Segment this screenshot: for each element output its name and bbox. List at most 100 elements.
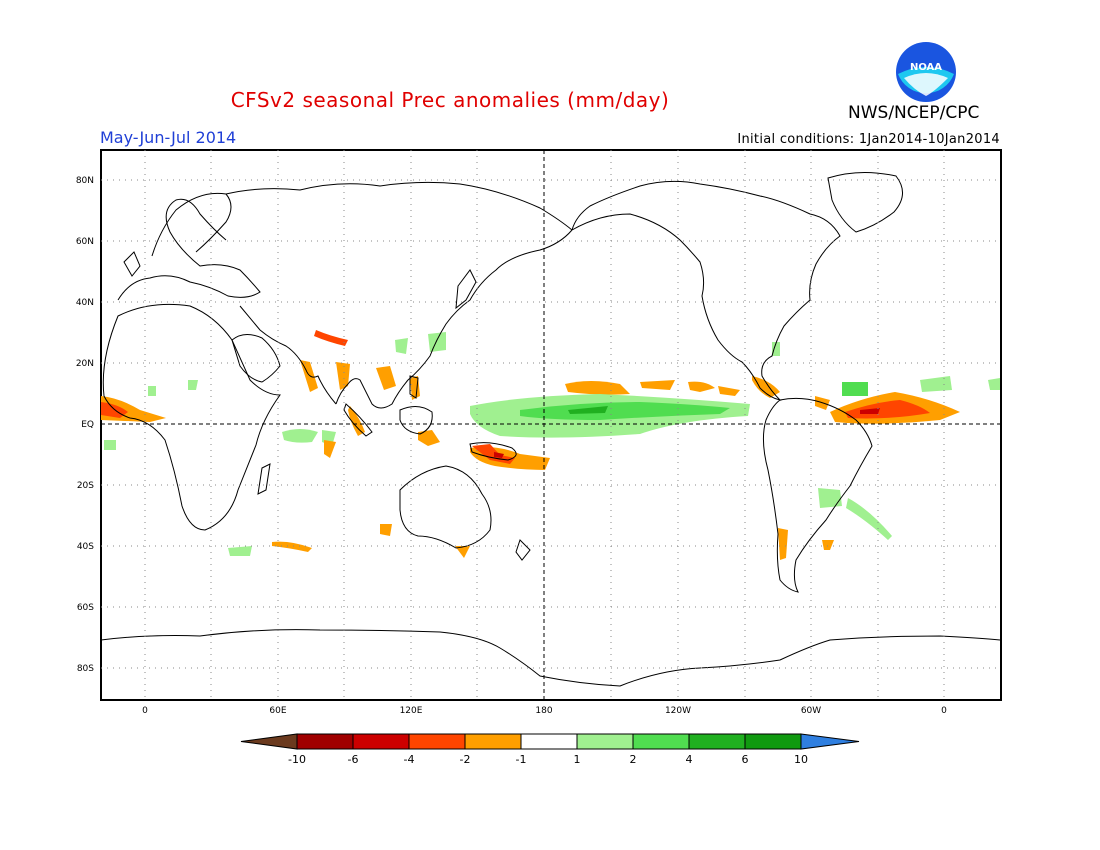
coast-uk bbox=[123, 251, 141, 277]
colorbar-label: 2 bbox=[630, 753, 637, 766]
colorbar-label: 1 bbox=[574, 753, 581, 766]
coast-sumatra bbox=[343, 403, 373, 437]
coast-borneo bbox=[399, 406, 433, 435]
initial-conditions-label: Initial conditions: 1Jan2014-10Jan2014 bbox=[737, 132, 1000, 147]
anomaly-patch-north-atlantic-green-2 bbox=[988, 378, 1000, 390]
anomaly-patch-south-australia-2 bbox=[455, 546, 470, 558]
lat-tick-label: 20S bbox=[77, 481, 94, 491]
colorbar-label: -6 bbox=[348, 753, 359, 766]
anomaly-patch-gulf-guinea-green bbox=[104, 440, 116, 450]
anomaly-patch-caribbean-green bbox=[772, 342, 780, 356]
colorbar-segment bbox=[296, 733, 354, 750]
lat-tick-label: 60S bbox=[77, 603, 94, 613]
lat-tick-label: 20N bbox=[76, 359, 94, 369]
anomaly-patch-south-atlantic-green bbox=[846, 498, 892, 540]
coast-north-america bbox=[571, 180, 841, 401]
coast-philippines bbox=[409, 375, 419, 399]
anomaly-patch-pacific-north-2 bbox=[640, 380, 675, 390]
coastlines bbox=[100, 171, 1001, 687]
colorbar-label: -10 bbox=[288, 753, 306, 766]
coast-new-zealand bbox=[515, 539, 531, 561]
colorbar-arrow-low bbox=[240, 733, 298, 750]
lon-tick-label: 120E bbox=[400, 706, 423, 716]
anomaly-patch-indochina bbox=[376, 366, 396, 390]
anomaly-patch-sumatra bbox=[348, 406, 365, 436]
anomaly-patch-south-america-green bbox=[818, 488, 842, 508]
colorbar-label: -2 bbox=[460, 753, 471, 766]
anomaly-patch-tropical-atlantic-peak bbox=[860, 408, 880, 414]
colorbar-segment bbox=[408, 733, 466, 750]
colorbar-label: -4 bbox=[404, 753, 415, 766]
coast-africa bbox=[102, 303, 281, 531]
colorbar-segment bbox=[632, 733, 690, 750]
anomaly-patch-pacific-green-core bbox=[568, 406, 608, 414]
anomaly-patch-chile bbox=[778, 528, 788, 560]
anomaly-patch-west-africa-green bbox=[920, 376, 952, 392]
anomaly-patch-south-australia bbox=[380, 524, 392, 536]
noaa-logo-text: NOAA bbox=[910, 62, 942, 73]
lat-tick-label: EQ bbox=[81, 420, 94, 430]
anomaly-patch-pacific-north-1 bbox=[565, 381, 630, 395]
colorbar-segment bbox=[576, 733, 634, 750]
lon-tick-label: 60E bbox=[269, 706, 286, 716]
lon-tick-label: 60W bbox=[801, 706, 821, 716]
colorbar-segment bbox=[464, 733, 522, 750]
anomaly-patch-new-guinea-peak bbox=[494, 452, 504, 458]
anomaly-patch-himalaya bbox=[314, 330, 348, 346]
anomaly-patch-bay-of-bengal bbox=[336, 362, 350, 390]
anomaly-patch-new-guinea-core bbox=[472, 444, 515, 464]
anomaly-patch-pacific-green-mid bbox=[520, 402, 730, 420]
colorbar-segment bbox=[688, 733, 746, 750]
coast-india bbox=[239, 305, 337, 405]
colorbar-arrow-high bbox=[800, 733, 860, 750]
anomaly-patch-north-atlantic-green bbox=[842, 382, 868, 396]
anomaly-patch-north-africa-green bbox=[188, 380, 198, 390]
lon-tick-label: 120W bbox=[665, 706, 691, 716]
anomaly-patch-south-africa-green bbox=[228, 546, 252, 556]
season-label: May-Jun-Jul 2014 bbox=[100, 128, 237, 147]
anomaly-patch-sahel-green bbox=[148, 386, 156, 396]
coast-new-guinea bbox=[469, 442, 517, 461]
colorbar: -10 -6 -4 -2 -1 1 2 4 6 10 bbox=[240, 733, 860, 766]
gridlines bbox=[101, 150, 1001, 700]
coast-japan bbox=[455, 269, 477, 310]
noaa-logo: NOAA bbox=[896, 42, 956, 102]
coast-greenland bbox=[827, 171, 903, 233]
colorbar-label: 10 bbox=[794, 753, 808, 766]
lon-tick-label: 180 bbox=[535, 706, 552, 716]
colorbar-label: 6 bbox=[742, 753, 749, 766]
coast-south-america bbox=[762, 397, 873, 593]
lon-ticks: 0 60E 120E 180 120W 60W 0 bbox=[142, 706, 947, 716]
colorbar-label: -1 bbox=[516, 753, 527, 766]
lat-tick-label: 40S bbox=[77, 542, 94, 552]
anomaly-patch-south-indian bbox=[272, 541, 312, 552]
lat-tick-label: 80S bbox=[77, 664, 94, 674]
colorbar-segment bbox=[744, 733, 802, 750]
coast-asia-north bbox=[225, 181, 573, 231]
map-title: CFSv2 seasonal Prec anomalies (mm/day) bbox=[230, 88, 670, 112]
colorbar-label: 4 bbox=[686, 753, 693, 766]
coast-australia bbox=[399, 465, 492, 549]
colorbar-segment bbox=[352, 733, 410, 750]
coast-antarctica bbox=[100, 629, 1001, 687]
anomaly-patch-borneo bbox=[418, 430, 440, 446]
anomaly-patch-pacific-north-4 bbox=[718, 386, 740, 396]
anomaly-patches bbox=[101, 330, 1000, 560]
lat-tick-label: 80N bbox=[76, 176, 94, 186]
anomaly-patch-south-atlantic-orange bbox=[822, 540, 834, 550]
lon-tick-label: 0 bbox=[941, 706, 947, 716]
coast-europe bbox=[117, 198, 261, 301]
colorbar-segment bbox=[520, 733, 578, 750]
agency-label: NWS/NCEP/CPC bbox=[848, 103, 980, 123]
anomaly-patch-indian-ocean-orange bbox=[324, 440, 336, 458]
anomaly-patch-east-china bbox=[395, 338, 408, 354]
coast-arabia bbox=[231, 334, 281, 383]
lon-tick-label: 0 bbox=[142, 706, 148, 716]
anomaly-patch-indian-ocean-green bbox=[282, 429, 318, 443]
anomaly-patch-east-china-2 bbox=[428, 332, 446, 352]
coast-asia-east bbox=[335, 229, 573, 409]
lat-tick-label: 60N bbox=[76, 237, 94, 247]
lat-ticks: 80N 60N 40N 20N EQ 20S 40S 60S 80S bbox=[76, 176, 94, 674]
anomaly-patch-pacific-north-3 bbox=[688, 381, 715, 392]
